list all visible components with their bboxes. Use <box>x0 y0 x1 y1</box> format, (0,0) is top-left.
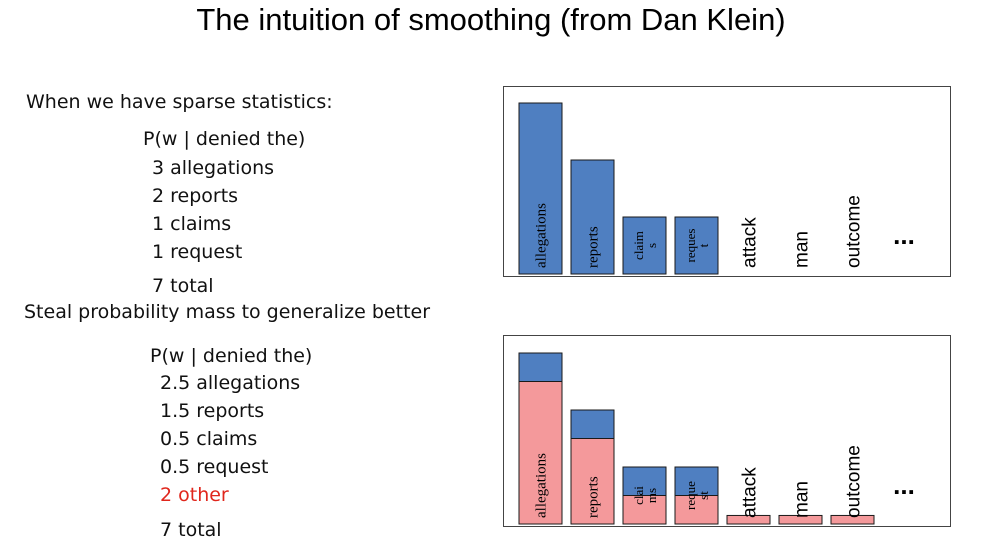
bar-label-1-reports-0: reports <box>586 476 602 518</box>
bar-label-0-request-0: reques <box>683 229 698 263</box>
bar-1-reports-s0 <box>570 438 615 525</box>
bar-1-claims-s1 <box>622 466 667 496</box>
bar-label-1-claims-1: ms <box>644 488 659 503</box>
bar-1-claims-s0 <box>622 495 667 525</box>
smoothed-other: 2 other <box>160 484 229 506</box>
bar-label-1-attack-0: attack <box>740 467 761 518</box>
sparse-line-3: 1 claims <box>152 213 232 235</box>
smoothed-line-2: 1.5 reports <box>160 400 265 422</box>
bar-label-0-request-1: t <box>696 243 711 247</box>
ellipsis-label-0: ... <box>893 220 915 250</box>
bar-1-request-s0 <box>674 495 719 525</box>
bar-label-1-request-0: reque <box>683 481 698 510</box>
bar-label-1-outcome-0: outcome <box>844 445 865 518</box>
sparse-line-4: 1 request <box>152 241 243 263</box>
smoothed-total: 7 total <box>160 519 222 541</box>
bar-label-0-reports-0: reports <box>586 226 602 268</box>
bar-1-man-s0 <box>778 514 823 525</box>
sparse-line-1: 3 allegations <box>152 157 275 179</box>
smoothed-line-4: 0.5 request <box>160 456 269 478</box>
sparse-dist-label: P(w | denied the) <box>143 128 306 150</box>
bar-0-request-s0 <box>674 216 719 275</box>
bar-label-0-attack-0: attack <box>740 217 761 268</box>
bar-0-claims-s0 <box>622 216 667 275</box>
bar-label-1-allegations-0: allegations <box>534 453 550 518</box>
bar-label-0-allegations-0: allegations <box>534 203 550 268</box>
bar-1-allegations-s1 <box>518 352 563 382</box>
bar-0-allegations-s0 <box>518 102 563 275</box>
slide-title: The intuition of smoothing (from Dan Kle… <box>196 2 786 37</box>
bar-1-reports-s1 <box>570 409 615 439</box>
bar-1-request-s1 <box>674 466 719 496</box>
bar-label-1-claims-0: clai <box>631 486 646 505</box>
ellipsis-label-1: ... <box>893 470 915 500</box>
bar-label-0-outcome-0: outcome <box>844 195 865 268</box>
smoothed-line-1: 2.5 allegations <box>160 372 301 394</box>
bar-label-0-man-0: man <box>792 231 813 268</box>
smoothed-line-3: 0.5 claims <box>160 428 258 450</box>
bar-1-allegations-s0 <box>518 381 563 525</box>
bar-0-reports-s0 <box>570 159 615 275</box>
bar-label-1-man-0: man <box>792 481 813 518</box>
bar-1-outcome-s0 <box>830 514 875 525</box>
sparse-total: 7 total <box>152 275 214 297</box>
smoothed-dist-label: P(w | denied the) <box>150 345 313 367</box>
bar-label-0-claims-1: s <box>644 243 659 248</box>
bar-1-attack-s0 <box>726 514 771 525</box>
bar-label-1-request-1: st <box>696 491 711 500</box>
sparse-heading: When we have sparse statistics: <box>26 91 333 113</box>
sparse-line-2: 2 reports <box>152 185 239 207</box>
smoothed-heading: Steal probability mass to generalize bet… <box>24 301 431 323</box>
bar-label-0-claims-0: claim <box>631 231 646 260</box>
